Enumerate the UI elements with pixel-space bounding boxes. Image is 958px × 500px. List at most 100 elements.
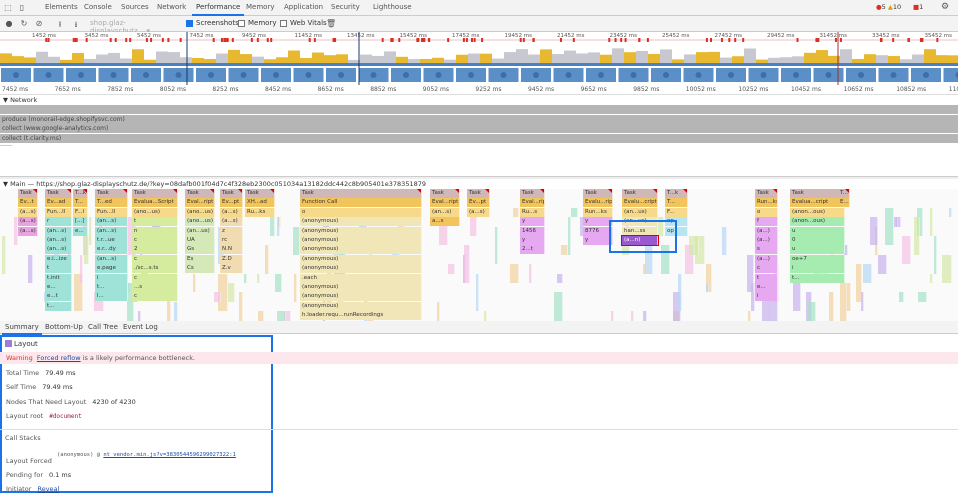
flame-filler-block[interactable] <box>722 226 728 255</box>
flame-filler-block[interactable] <box>510 264 520 283</box>
flame-event-block[interactable]: (a...n) <box>621 235 659 246</box>
flame-filler-block[interactable] <box>677 273 682 312</box>
flame-event-block[interactable]: (anon...ous) <box>790 207 845 217</box>
flame-event-block[interactable]: (a...s) <box>18 226 38 236</box>
flame-event-block[interactable]: Ev...ad <box>45 198 72 208</box>
flame-event-block[interactable]: Ev...t <box>18 198 38 208</box>
flame-task-block[interactable]: Task <box>583 189 613 198</box>
flame-filler-block[interactable] <box>705 283 710 293</box>
flame-event-block[interactable]: (anonymous) <box>300 264 422 274</box>
flame-filler-block[interactable] <box>437 301 441 321</box>
flame-filler-block[interactable] <box>634 226 645 246</box>
flame-filler-block[interactable] <box>656 217 664 236</box>
tab-elements[interactable]: Elements <box>45 3 78 11</box>
flame-event-block[interactable]: (anonymous) <box>300 217 422 227</box>
flame-filler-block[interactable] <box>228 283 236 302</box>
flame-event-block[interactable]: Eval...ript <box>520 198 545 208</box>
flame-filler-block[interactable] <box>793 283 801 312</box>
flame-filler-block[interactable] <box>464 245 471 283</box>
details-tab-event-log[interactable]: Event Log <box>123 323 158 331</box>
flame-filler-block[interactable] <box>438 207 448 246</box>
inspect-element-icon[interactable]: ⬚ <box>4 3 12 12</box>
flame-filler-block[interactable] <box>557 273 564 283</box>
flame-event-block[interactable]: E... <box>838 198 850 208</box>
flame-filler-block[interactable] <box>401 273 406 293</box>
flame-task-block[interactable]: Task <box>790 189 845 198</box>
flame-event-block[interactable]: Evalua...cript <box>790 198 845 208</box>
flame-filler-block[interactable] <box>914 217 921 255</box>
flame-event-block[interactable]: 0 <box>790 236 845 245</box>
flame-filler-block[interactable] <box>258 311 264 321</box>
flame-event-block[interactable]: 8776 <box>583 226 613 236</box>
flame-filler-block[interactable] <box>89 217 93 246</box>
flame-event-block[interactable]: t <box>755 273 778 283</box>
flame-event-block[interactable]: t... <box>790 273 845 283</box>
flame-event-block[interactable]: (an...s) <box>45 236 72 245</box>
flame-event-block[interactable]: e... <box>73 226 88 236</box>
flame-event-block[interactable]: N.N <box>220 245 243 255</box>
flame-event-block[interactable]: (anonymous) <box>300 236 422 245</box>
details-tab-bottom-up[interactable]: Bottom-Up <box>45 323 83 331</box>
flame-task-block[interactable]: Task <box>520 189 545 198</box>
flame-filler-block[interactable] <box>94 292 104 312</box>
flame-task-block[interactable]: Task <box>622 189 658 198</box>
flame-event-block[interactable]: ...s <box>132 283 178 292</box>
flame-filler-block[interactable] <box>869 217 878 246</box>
flame-filler-block[interactable] <box>513 207 520 218</box>
flame-event-block[interactable]: u <box>790 245 845 255</box>
flame-task-block[interactable]: T... <box>838 189 850 198</box>
flame-filler-block[interactable] <box>294 273 298 302</box>
settings-gear-icon[interactable]: ⚙ <box>940 2 950 12</box>
flame-event-block[interactable]: e.r...dy <box>95 245 128 255</box>
flame-filler-block[interactable] <box>706 264 713 293</box>
flame-filler-block[interactable] <box>74 273 84 312</box>
flame-filler-block[interactable] <box>476 273 480 312</box>
flame-event-block[interactable]: (an...s) <box>95 254 128 264</box>
flame-event-block[interactable]: c <box>132 236 178 245</box>
reload-record-button[interactable]: ↻ <box>20 19 28 28</box>
flame-event-block[interactable]: (ano...us) <box>185 217 215 227</box>
flame-filler-block[interactable] <box>863 264 872 283</box>
flame-task-block[interactable]: Task <box>755 189 778 198</box>
flame-filler-block[interactable] <box>1 236 7 274</box>
flame-event-block[interactable]: T... <box>665 198 688 208</box>
flame-event-block[interactable]: Function Call <box>300 198 422 208</box>
tab-network[interactable]: Network <box>157 3 187 11</box>
flame-event-block[interactable]: 2...t <box>520 245 545 255</box>
tab-application[interactable]: Application <box>284 3 324 11</box>
flame-event-block[interactable]: Ev...pt <box>467 198 490 208</box>
flame-event-block[interactable]: (anon...ous) <box>790 217 845 227</box>
flame-event-block[interactable]: (a...) <box>755 254 778 264</box>
flame-filler-block[interactable] <box>856 264 863 302</box>
flame-event-block[interactable]: t... <box>45 301 72 311</box>
flame-event-block[interactable]: (anonymous) <box>300 292 422 302</box>
flame-filler-block[interactable] <box>277 217 281 236</box>
flame-filler-block[interactable] <box>553 292 564 321</box>
flame-filler-block[interactable] <box>560 245 568 255</box>
reveal-link[interactable]: Reveal <box>37 485 60 493</box>
flame-event-block[interactable]: c <box>132 273 178 283</box>
flame-filler-block[interactable] <box>746 254 755 293</box>
flame-filler-block[interactable] <box>885 207 894 246</box>
flame-filler-block[interactable] <box>684 245 694 274</box>
flame-event-block[interactable]: (anonymous) <box>300 245 422 255</box>
flame-event-block[interactable]: (anonymous) <box>300 283 422 292</box>
flame-task-block[interactable]: T...k <box>665 189 688 198</box>
network-track-header[interactable]: ▼ Network <box>3 96 38 104</box>
flame-event-block[interactable]: Run...ks <box>755 198 778 208</box>
flame-filler-block[interactable] <box>878 254 888 274</box>
flame-task-block[interactable]: Task <box>245 189 275 198</box>
flame-event-block[interactable]: ./sc...s.ts <box>132 264 178 274</box>
flame-event-block[interactable]: (an...us) <box>185 226 215 236</box>
flame-filler-block[interactable] <box>265 245 269 274</box>
flame-event-block[interactable]: Eval...ript <box>185 198 215 208</box>
flame-filler-block[interactable] <box>213 292 222 302</box>
flame-filler-block[interactable] <box>768 283 778 321</box>
flame-task-block[interactable]: Task <box>467 189 490 198</box>
flame-event-block[interactable]: t.init <box>45 273 72 283</box>
flame-filler-block[interactable] <box>136 226 143 246</box>
flame-event-block[interactable]: e.page <box>95 264 128 274</box>
stack-source-link[interactable]: nt_vendor.min.js?v=3830544596299027322:1 <box>103 452 236 458</box>
flame-filler-block[interactable] <box>470 207 477 236</box>
flame-event-block[interactable]: Eval...ript <box>430 198 460 208</box>
